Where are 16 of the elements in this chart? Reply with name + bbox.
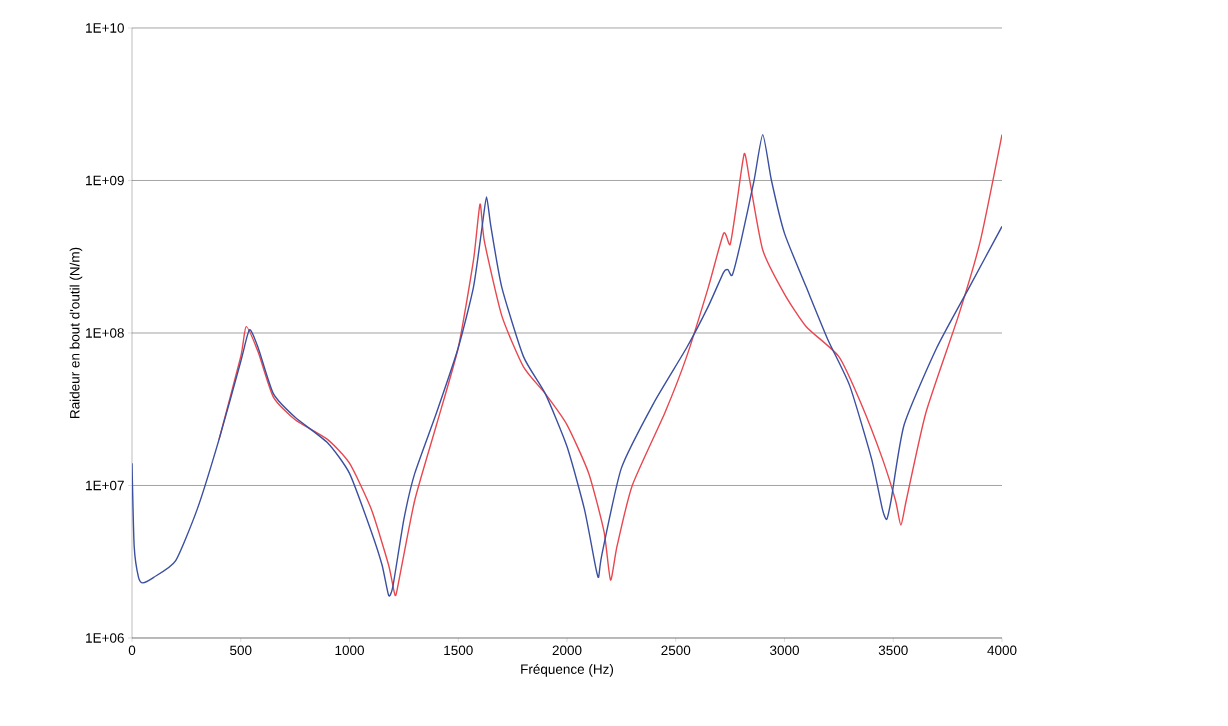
y-tick-label: 1E+06 [86, 633, 124, 643]
x-tick-label: 2500 [661, 645, 691, 656]
x-tick-label: 3000 [770, 645, 799, 656]
x-tick-label: 1500 [444, 645, 473, 656]
y-tick-label: 1E+07 [86, 480, 124, 491]
x-tick-label: 3500 [878, 645, 908, 656]
x-tick-label: 0 [128, 645, 136, 656]
y-tick-label: 1E+09 [86, 175, 124, 186]
y-tick-label: 1E+08 [86, 328, 124, 338]
x-tick-label: 2000 [552, 645, 582, 656]
y-axis-title: Raideur en bout d'outil (N/m) [69, 247, 83, 418]
y-tick-label: 1E+10 [86, 23, 124, 33]
x-tick-label: 4000 [987, 645, 1017, 656]
x-axis-title: Fréquence (Hz) [521, 663, 614, 677]
x-tick-label: 500 [230, 645, 252, 656]
x-tick-label: 1000 [335, 645, 364, 656]
